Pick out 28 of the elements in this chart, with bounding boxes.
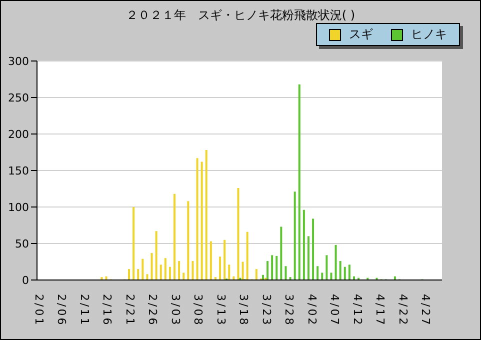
x-tick-label: 2/21 <box>123 294 136 327</box>
y-tick-label: 0 <box>22 274 29 287</box>
x-tick-label: 2/26 <box>146 294 160 327</box>
x-tick-label: 4/27 <box>419 294 432 327</box>
x-tick-label: 4/17 <box>374 294 387 327</box>
x-tick-label: 3/18 <box>237 294 250 327</box>
y-tick-label: 300 <box>8 54 29 68</box>
legend-label: ヒノキ <box>410 26 447 43</box>
x-tick-label: 4/22 <box>396 294 410 327</box>
x-tick-label: 3/13 <box>214 294 228 327</box>
x-tick-label: 3/23 <box>260 294 273 327</box>
y-tick-label: 250 <box>8 91 29 104</box>
legend-label: スギ <box>348 26 373 43</box>
y-tick-label: 150 <box>8 164 29 178</box>
x-tick-label: 2/01 <box>32 294 46 327</box>
y-tick-label: 200 <box>8 128 29 141</box>
chart-title: ２０２１年 スギ・ヒノキ花粉飛散状況( ) <box>124 7 356 24</box>
x-tick-label: 4/02 <box>305 294 318 327</box>
x-tick-label: 4/12 <box>350 294 364 327</box>
x-tick-label: 4/07 <box>328 294 342 327</box>
x-tick-label: 2/16 <box>100 294 114 327</box>
y-tick-label: 100 <box>8 200 29 214</box>
x-tick-label: 3/08 <box>192 294 205 327</box>
x-tick-label: 3/28 <box>282 294 296 327</box>
y-tick-label: 50 <box>15 237 29 250</box>
x-tick-label: 3/03 <box>168 294 182 327</box>
x-tick-label: 2/06 <box>55 294 68 327</box>
x-tick-label: 2/11 <box>78 294 91 327</box>
